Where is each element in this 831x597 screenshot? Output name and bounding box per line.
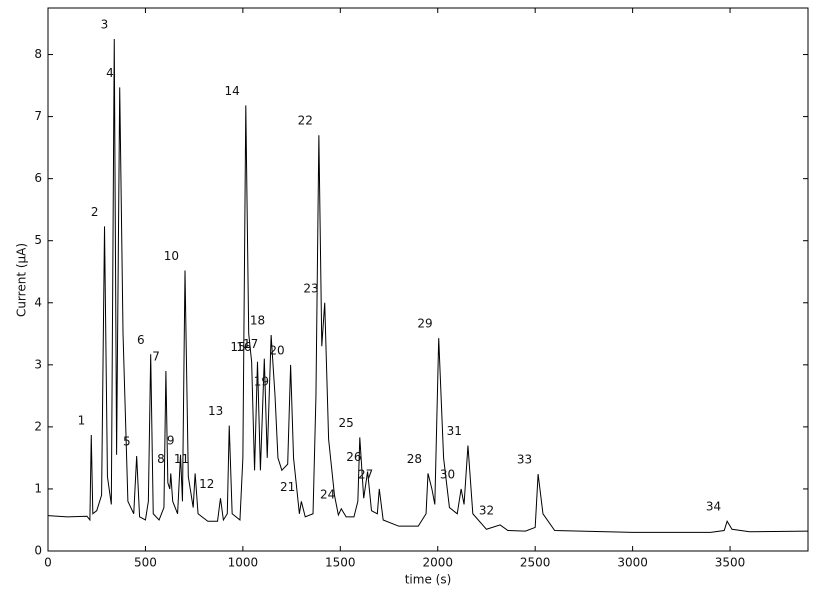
- peak-label: 12: [199, 477, 214, 491]
- peak-label: 10: [164, 249, 179, 263]
- peak-label: 16: [236, 340, 251, 354]
- peak-label: 5: [123, 435, 131, 449]
- peak-label: 11: [174, 452, 189, 466]
- peak-label: 1: [78, 413, 86, 427]
- x-tick-label: 2000: [422, 556, 453, 570]
- peak-label: 30: [440, 467, 455, 481]
- peak-label: 3: [101, 18, 109, 32]
- peak-label: 17: [243, 337, 258, 351]
- x-tick-label: 0: [44, 556, 52, 570]
- peak-label: 23: [303, 281, 318, 295]
- y-tick-label: 3: [34, 357, 42, 371]
- peak-label: 34: [706, 500, 721, 514]
- peak-label: 22: [298, 114, 313, 128]
- peak-label: 2: [91, 205, 99, 219]
- x-tick-label: 1000: [228, 556, 259, 570]
- y-axis-label: Current (μA): [15, 243, 29, 317]
- peak-label: 7: [152, 350, 160, 364]
- y-tick-label: 5: [34, 233, 42, 247]
- peak-label: 32: [479, 503, 494, 517]
- y-tick-label: 1: [34, 481, 42, 495]
- peak-label: 26: [346, 450, 361, 464]
- peak-label: 24: [320, 487, 335, 501]
- peak-label: 29: [417, 317, 432, 331]
- peak-label: 8: [157, 452, 165, 466]
- peak-label: 31: [447, 424, 462, 438]
- peak-label: 18: [250, 314, 265, 328]
- y-tick-label: 2: [34, 419, 42, 433]
- y-tick-label: 0: [34, 544, 42, 558]
- peak-label: 4: [106, 66, 114, 80]
- peak-label: 13: [208, 404, 223, 418]
- y-tick-label: 7: [34, 109, 42, 123]
- peak-label: 27: [358, 467, 373, 481]
- peak-label: 25: [339, 416, 354, 430]
- peak-label: 21: [280, 480, 295, 494]
- y-tick-label: 8: [34, 47, 42, 61]
- peak-label: 9: [167, 433, 175, 447]
- trace-line: [47, 39, 809, 533]
- plot-frame: [47, 7, 809, 552]
- x-tick-label: 500: [134, 556, 157, 570]
- peak-label: 14: [225, 84, 240, 98]
- peak-label: 20: [269, 343, 284, 357]
- x-tick-label: 3500: [715, 556, 746, 570]
- x-tick-label: 1500: [325, 556, 356, 570]
- peak-label: 6: [137, 333, 145, 347]
- y-tick-label: 6: [34, 171, 42, 185]
- x-tick-label: 2500: [520, 556, 551, 570]
- peak-label: 28: [407, 452, 422, 466]
- x-tick-label: 3000: [617, 556, 648, 570]
- peak-label: 15: [230, 340, 245, 354]
- x-axis-label: time (s): [405, 573, 452, 587]
- y-tick-label: 4: [34, 295, 42, 309]
- peak-label: 33: [517, 453, 532, 467]
- peak-label: 19: [254, 374, 269, 388]
